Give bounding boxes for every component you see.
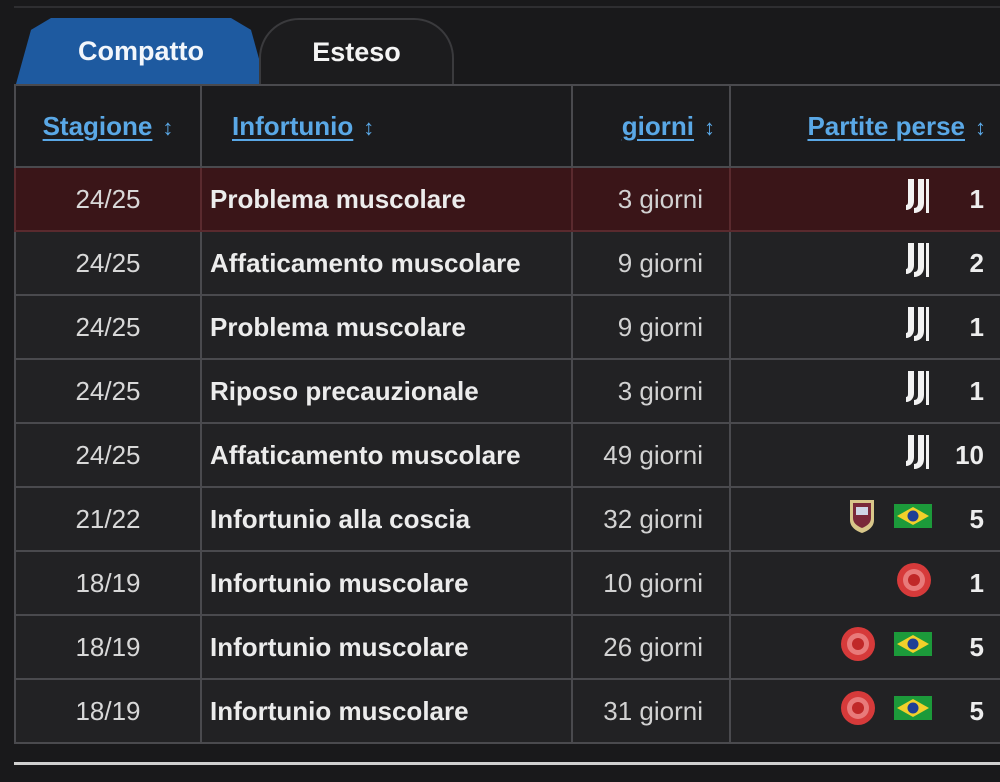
header-injury[interactable]: Infortunio ↕ — [200, 84, 573, 168]
season-cell: 21/22 — [14, 486, 202, 552]
table-row[interactable]: 24/25 Problema muscolare 9 giorni 1 — [14, 294, 1000, 360]
tab-compatto[interactable]: Compatto — [16, 18, 266, 84]
injury-cell: Infortunio muscolare — [200, 550, 573, 616]
header-injury-label[interactable]: Infortunio — [232, 110, 354, 141]
tab-esteso[interactable]: Esteso — [259, 18, 454, 84]
juventus-icon[interactable] — [904, 433, 932, 478]
brazil-flag-icon[interactable] — [894, 631, 932, 663]
table-row[interactable]: 24/25 Problema muscolare 3 giorni 1 — [14, 166, 1000, 232]
header-days[interactable]: giorni ↕ — [571, 84, 731, 168]
header-season[interactable]: Stagione ↕ — [14, 84, 202, 168]
days-cell: 3 giorni — [571, 358, 731, 424]
header-games-label[interactable]: Partite perse — [807, 110, 965, 141]
table-row[interactable]: 18/19 Infortunio muscolare 26 giorni 5 — [14, 614, 1000, 680]
games-count: 1 — [969, 567, 984, 598]
aston-villa-icon[interactable] — [848, 498, 876, 541]
season-cell: 18/19 — [14, 614, 202, 680]
season-cell: 18/19 — [14, 678, 202, 744]
games-cell: 1 — [729, 294, 1000, 360]
games-count: 1 — [969, 311, 984, 342]
table-header-row: Stagione ↕ Infortunio ↕ giorni ↕ Partite pe… — [14, 84, 1000, 168]
injury-cell: Affaticamento muscolare — [200, 230, 573, 296]
days-cell: 10 giorni — [571, 550, 731, 616]
header-season-label[interactable]: Stagione — [42, 110, 153, 141]
injury-cell: Infortunio alla coscia — [200, 486, 573, 552]
games-cell: 5 — [729, 678, 1000, 744]
girona-icon[interactable] — [840, 690, 876, 733]
table-row[interactable]: 21/22 Infortunio alla coscia 32 giorni 5 — [14, 486, 1000, 552]
games-cell: 1 — [729, 166, 1000, 232]
girona-icon[interactable] — [896, 562, 932, 605]
games-count: 1 — [969, 375, 984, 406]
injury-cell: Affaticamento muscolare — [200, 422, 573, 488]
games-count: 2 — [969, 247, 984, 278]
injury-cell: Problema muscolare — [200, 294, 573, 360]
table-row[interactable]: 18/19 Infortunio muscolare 10 giorni 1 — [14, 550, 1000, 616]
games-cell: 1 — [729, 550, 1000, 616]
injury-cell: Problema muscolare — [200, 166, 573, 232]
days-cell: 31 giorni — [571, 678, 731, 744]
season-cell: 24/25 — [14, 230, 202, 296]
brazil-flag-icon[interactable] — [894, 695, 932, 727]
header-days-label[interactable]: giorni — [621, 110, 694, 141]
injury-cell: Riposo precauzionale — [200, 358, 573, 424]
days-cell: 9 giorni — [571, 294, 731, 360]
days-cell: 49 giorni — [571, 422, 731, 488]
injury-table: Stagione ↕ Infortunio ↕ giorni ↕ Partite pe… — [14, 84, 1000, 744]
days-cell: 32 giorni — [571, 486, 731, 552]
days-cell: 9 giorni — [571, 230, 731, 296]
games-count: 10 — [955, 439, 984, 470]
sort-icon[interactable]: ↕ — [704, 114, 715, 140]
header-games[interactable]: Partite perse ↕ — [729, 84, 1000, 168]
games-count: 5 — [969, 503, 984, 534]
sort-icon[interactable]: ↕ — [975, 114, 986, 140]
girona-icon[interactable] — [840, 626, 876, 669]
juventus-icon[interactable] — [904, 305, 932, 350]
table-row[interactable]: 24/25 Affaticamento muscolare 9 giorni 2 — [14, 230, 1000, 296]
season-cell: 24/25 — [14, 166, 202, 232]
days-cell: 3 giorni — [571, 166, 731, 232]
sort-icon[interactable]: ↕ — [162, 114, 174, 140]
sort-icon[interactable]: ↕ — [363, 114, 375, 140]
season-cell: 24/25 — [14, 422, 202, 488]
juventus-icon[interactable] — [904, 241, 932, 286]
table-row[interactable]: 18/19 Infortunio muscolare 31 giorni 5 — [14, 678, 1000, 744]
games-count: 5 — [969, 695, 984, 726]
days-cell: 26 giorni — [571, 614, 731, 680]
season-cell: 24/25 — [14, 294, 202, 360]
view-tabs: Compatto Esteso — [14, 18, 1000, 84]
bottom-divider — [14, 762, 1000, 765]
juventus-icon[interactable] — [904, 177, 932, 222]
games-cell: 5 — [729, 614, 1000, 680]
season-cell: 18/19 — [14, 550, 202, 616]
season-cell: 24/25 — [14, 358, 202, 424]
games-cell: 2 — [729, 230, 1000, 296]
games-cell: 10 — [729, 422, 1000, 488]
juventus-icon[interactable] — [904, 369, 932, 414]
table-row[interactable]: 24/25 Affaticamento muscolare 49 giorni 10 — [14, 422, 1000, 488]
brazil-flag-icon[interactable] — [894, 503, 932, 535]
games-count: 1 — [969, 183, 984, 214]
injury-cell: Infortunio muscolare — [200, 614, 573, 680]
top-divider — [14, 6, 1000, 8]
games-cell: 5 — [729, 486, 1000, 552]
games-count: 5 — [969, 631, 984, 662]
table-row[interactable]: 24/25 Riposo precauzionale 3 giorni 1 — [14, 358, 1000, 424]
games-cell: 1 — [729, 358, 1000, 424]
injury-cell: Infortunio muscolare — [200, 678, 573, 744]
